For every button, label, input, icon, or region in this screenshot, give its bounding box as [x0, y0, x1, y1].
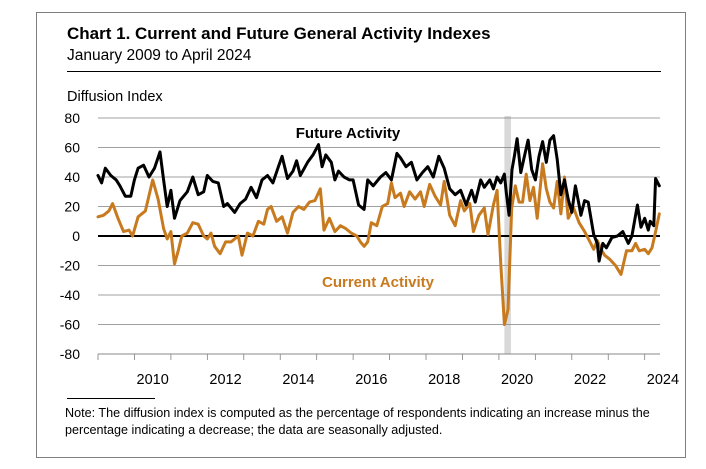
title-rule: [67, 71, 661, 72]
note-rule: [67, 398, 155, 399]
future-activity-label: Future Activity: [296, 125, 401, 142]
series-lines-group: [96, 134, 661, 326]
current-activity-label: Current Activity: [322, 274, 435, 291]
future-activity-line: [96, 134, 661, 263]
x-tick-label: 2024: [647, 372, 679, 388]
y-tick-label: -20: [60, 258, 80, 274]
y-tick-label: 80: [64, 110, 80, 126]
x-tick-label: 2018: [428, 372, 460, 388]
y-tick-label: 40: [64, 169, 80, 185]
series-labels-group: Future Activity Current Activity: [296, 125, 435, 291]
chart-subtitle: January 2009 to April 2024: [67, 47, 252, 64]
x-tick-label: 2014: [282, 372, 314, 388]
y-tick-label: 20: [64, 199, 80, 215]
y-tick-label: -80: [60, 346, 80, 362]
x-tick-label: 2010: [137, 372, 169, 388]
x-tick-label: 2022: [574, 372, 606, 388]
x-tick-label: 2020: [501, 372, 533, 388]
x-tick-labels-group: 2010 2012 2014 2016 2018 2020 2022 2024: [137, 372, 680, 388]
current-activity-line: [96, 162, 661, 326]
y-tick-label: -60: [60, 317, 80, 333]
x-tick-label: 2012: [209, 372, 241, 388]
y-axis-label: Diffusion Index: [67, 89, 163, 105]
footnote: Note: The diffusion index is computed as…: [65, 406, 650, 437]
y-tick-label: 60: [64, 140, 80, 156]
y-tick-label: -40: [60, 287, 80, 303]
y-tick-labels-group: 80 60 40 20 0 -20 -40 -60 -80: [60, 110, 80, 362]
x-tick-label: 2016: [355, 372, 387, 388]
chart-title: Chart 1. Current and Future General Acti…: [67, 24, 491, 43]
y-tick-label: 0: [72, 228, 80, 244]
x-tick-marks-group: [97, 353, 660, 360]
